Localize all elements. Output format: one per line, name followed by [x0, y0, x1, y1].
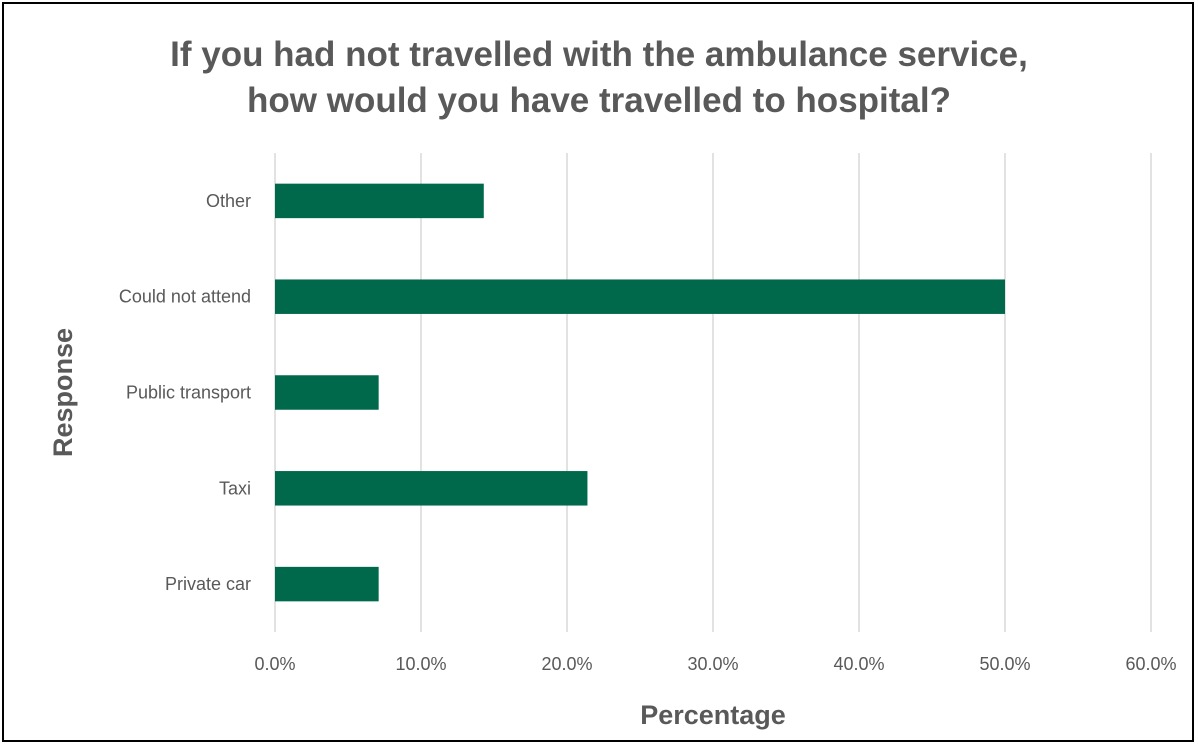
- x-tick-label: 60.0%: [1125, 654, 1176, 674]
- bar: [275, 183, 484, 219]
- category-label: Taxi: [219, 478, 251, 498]
- category-label: Private car: [165, 574, 251, 594]
- category-label: Could not attend: [119, 287, 251, 307]
- x-tick-label: 30.0%: [687, 654, 738, 674]
- x-tick-labels: 0.0% 10.0% 20.0% 30.0% 40.0% 50.0% 60.0%: [254, 654, 1176, 674]
- x-tick-label: 0.0%: [254, 654, 295, 674]
- y-axis-title: Response: [48, 328, 78, 457]
- x-tick-label: 50.0%: [979, 654, 1030, 674]
- chart-title: If you had not travelled with the ambula…: [0, 32, 1198, 124]
- bars: [275, 183, 1005, 602]
- bar: [275, 375, 379, 410]
- bar: [275, 471, 588, 506]
- chart-title-line-1: If you had not travelled with the ambula…: [170, 35, 1028, 74]
- x-tick-label: 40.0%: [833, 654, 884, 674]
- x-tick-label: 20.0%: [541, 654, 592, 674]
- gridlines: [274, 153, 1152, 632]
- category-label: Other: [206, 191, 251, 211]
- bar: [275, 279, 1005, 314]
- bar: [275, 566, 379, 602]
- category-labels: Other Could not attend Public transport Tax…: [119, 191, 251, 594]
- category-label: Public transport: [126, 383, 251, 403]
- chart-title-line-2: how would you have travelled to hospital…: [247, 81, 951, 120]
- x-axis-title: Percentage: [640, 700, 786, 730]
- x-tick-label: 10.0%: [395, 654, 446, 674]
